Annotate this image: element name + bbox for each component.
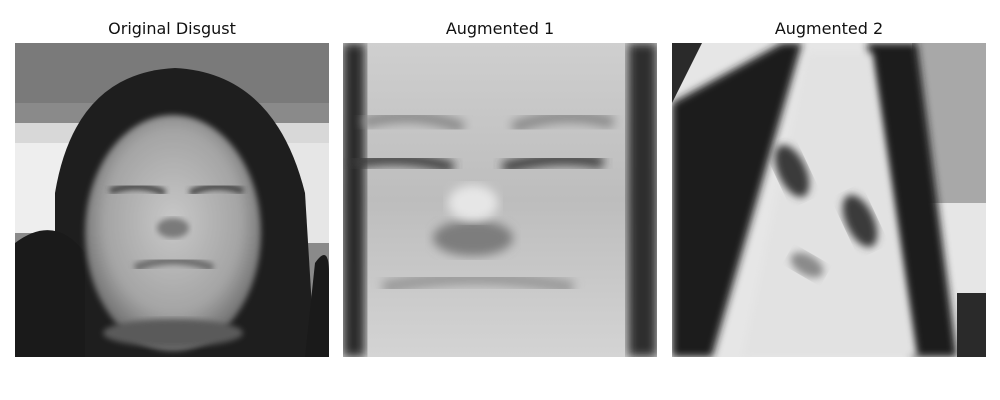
augmented-1-face-image	[343, 43, 657, 357]
panel-title-augmented-2: Augmented 2	[774, 19, 884, 38]
augmented-2-face-image	[672, 43, 986, 357]
original-face-image	[15, 43, 329, 357]
panel-title-augmented-1: Augmented 1	[445, 19, 555, 38]
original-face-icon	[15, 43, 329, 357]
augmented-1-face-icon	[343, 43, 657, 357]
panel-title-original: Original Disgust	[108, 19, 236, 38]
augmented-2-face-icon	[672, 43, 986, 357]
